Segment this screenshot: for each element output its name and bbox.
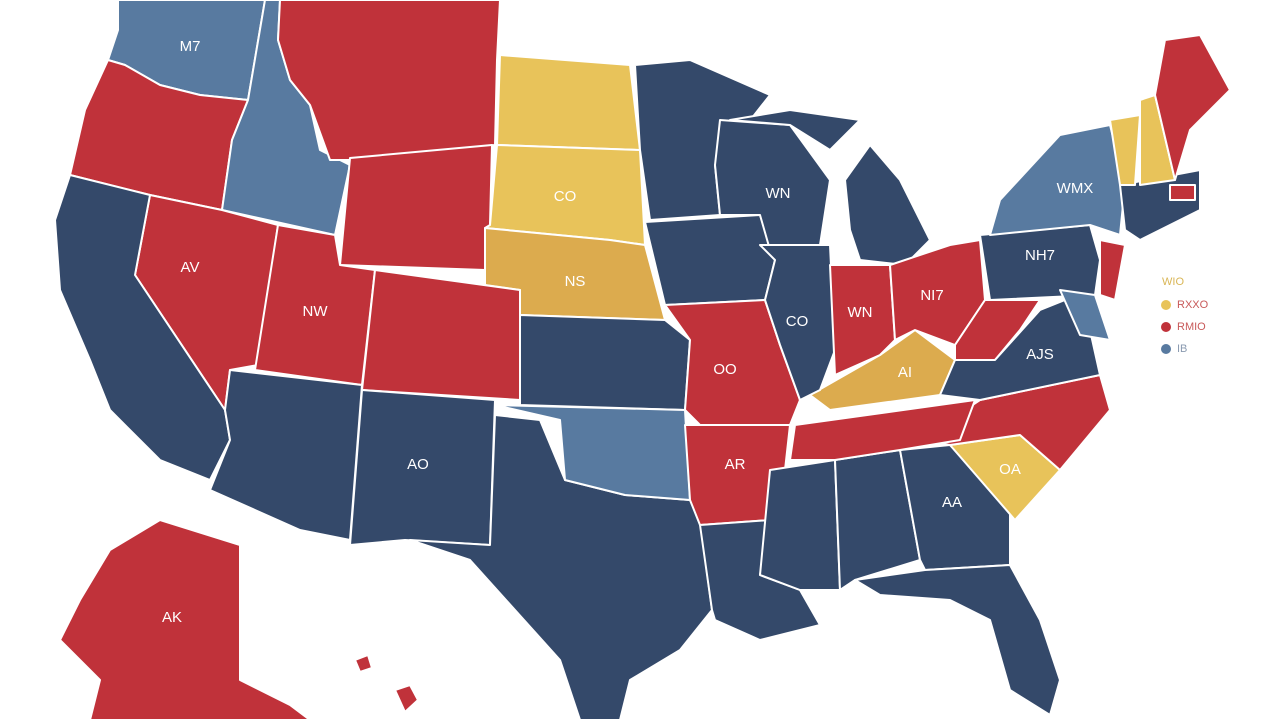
state-label: AK: [162, 609, 182, 626]
state-ca: [54, 174, 231, 481]
state-md: [1059, 289, 1111, 341]
legend-swatch: [1161, 322, 1171, 332]
state-az: [209, 369, 363, 541]
state-label: M7: [180, 38, 201, 55]
legend-swatch: [1161, 344, 1171, 354]
states: [54, 0, 1231, 720]
state-label: AO: [407, 456, 429, 473]
state-label: CO: [786, 313, 809, 330]
state-label: NI7: [920, 287, 943, 304]
state-label: OO: [713, 361, 736, 378]
state-ms: [759, 459, 841, 591]
legend-title: WIO: [1162, 276, 1184, 288]
state-ak: [59, 519, 311, 720]
state-me: [1154, 34, 1231, 181]
state-hi-small: [354, 654, 373, 673]
state-label: AA: [942, 494, 962, 511]
state-ks: [519, 314, 691, 411]
state-label: WN: [848, 304, 873, 321]
state-ma: [1169, 184, 1196, 201]
state-fl: [854, 564, 1061, 716]
legend-swatch: [1161, 300, 1171, 310]
state-label: NH7: [1025, 247, 1055, 264]
state-mi: [844, 144, 931, 266]
state-in: [829, 264, 896, 376]
legend-entry: RXXO: [1177, 299, 1209, 311]
state-label: AR: [725, 456, 746, 473]
state-label: CO: [554, 188, 577, 205]
state-ia: [644, 214, 776, 306]
legend: WIO RXXO RMIO IB: [1161, 276, 1209, 355]
state-mt: [277, 0, 501, 161]
state-co: [361, 269, 521, 401]
state-label: OA: [999, 461, 1021, 478]
legend-entry: IB: [1177, 343, 1187, 355]
legend-entry: RMIO: [1177, 321, 1206, 333]
state-wy: [339, 144, 493, 271]
state-vt: [1109, 114, 1141, 186]
state-labels: M7 AV NW CO NS WN CO OO AR AO AK AA WN N…: [162, 38, 1093, 626]
state-nd: [496, 54, 641, 151]
state-label: WN: [766, 185, 791, 202]
state-label: NS: [565, 273, 586, 290]
state-label: AV: [181, 259, 200, 276]
state-label: AI: [898, 364, 912, 381]
state-nj: [1099, 239, 1126, 301]
state-mi-upper: [729, 109, 861, 151]
state-label: WMX: [1057, 180, 1094, 197]
state-label: AJS: [1026, 346, 1054, 363]
state-hi: [394, 684, 419, 713]
state-label: NW: [303, 303, 329, 320]
